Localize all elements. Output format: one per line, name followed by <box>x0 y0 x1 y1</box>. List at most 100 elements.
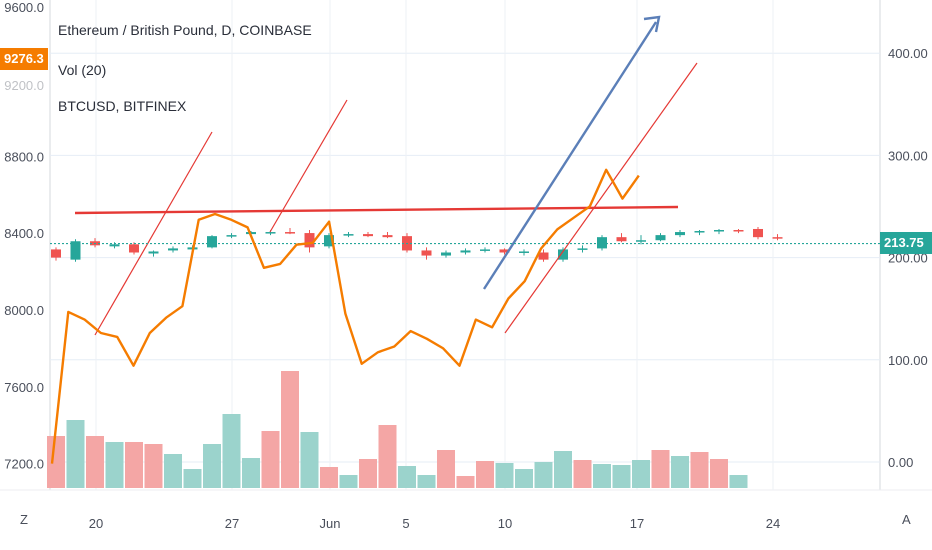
candle-body <box>441 252 451 256</box>
volume-bar <box>320 467 338 488</box>
legend-main-series[interactable]: Ethereum / British Pound, D, COINBASE <box>58 22 312 38</box>
volume-bar <box>66 420 85 488</box>
candle-body <box>363 234 373 237</box>
candle-body <box>772 237 783 239</box>
volume-bar <box>593 464 611 488</box>
volume-bar <box>300 432 319 488</box>
volume-bar <box>398 466 416 488</box>
volume-bar <box>281 371 299 488</box>
volume-bar <box>573 460 592 488</box>
compare-price-tag: 9276.3 <box>0 48 48 70</box>
last-price-tag: 213.75 <box>880 232 932 254</box>
left-tick-label-hidden: 9200.0 <box>4 78 44 93</box>
x-tick-label: 10 <box>498 516 512 531</box>
trend-line <box>94 131 213 336</box>
candle-body <box>480 249 490 251</box>
candle-body <box>499 249 510 253</box>
volume-bar <box>86 436 104 488</box>
volume-bar <box>359 459 377 488</box>
volume-bar <box>144 444 163 488</box>
right-tick-label: 100.00 <box>888 353 928 368</box>
x-tick-label: Jun <box>320 516 341 531</box>
x-tick-label: 5 <box>402 516 409 531</box>
volume-bar <box>203 444 221 488</box>
volume-bar <box>105 442 124 488</box>
resistance-line <box>74 205 679 215</box>
right-tick-label: 400.00 <box>888 46 928 61</box>
volume-bar <box>222 414 241 488</box>
candle-body <box>577 248 588 250</box>
volume-bar <box>710 459 728 488</box>
candle-body <box>148 251 159 254</box>
candle-body <box>558 249 568 260</box>
right-tick-label: 0.00 <box>888 455 913 470</box>
volume-bar <box>495 463 514 488</box>
candle-body <box>129 244 139 253</box>
candle-body <box>207 236 217 248</box>
candle-body <box>265 232 276 234</box>
candle-body <box>168 248 178 251</box>
left-tick-label: 7600.0 <box>4 380 44 395</box>
volume-bar <box>339 475 358 488</box>
candle-body <box>304 233 315 248</box>
candle-body <box>538 252 549 260</box>
candle-body <box>51 249 61 258</box>
volume-bar <box>164 454 182 488</box>
left-tick-label: 7200.0 <box>4 457 44 472</box>
auto-scale-toggle[interactable]: A <box>902 512 911 527</box>
arrow-shaft <box>482 21 658 290</box>
left-tick-label: 8800.0 <box>4 149 44 164</box>
candle-body <box>421 250 432 256</box>
volume-bar <box>476 461 494 488</box>
x-tick-label: 27 <box>225 516 239 531</box>
candle-body <box>324 235 334 247</box>
volume-bar <box>125 442 143 488</box>
right-tick-label: 200.00 <box>888 251 928 266</box>
candle-body <box>70 241 81 260</box>
x-tick-label: 17 <box>630 516 644 531</box>
candle-body <box>733 230 744 232</box>
x-tick-label: 20 <box>89 516 103 531</box>
volume-bar <box>242 458 260 488</box>
volume-bar <box>47 436 65 488</box>
trend-line <box>269 99 348 233</box>
candle-body <box>382 235 393 238</box>
candle-body <box>655 235 666 241</box>
volume-bar <box>612 465 631 488</box>
volume-bar <box>651 450 670 488</box>
candle-body <box>753 228 763 238</box>
volume-bar <box>417 475 436 488</box>
candle-body <box>636 240 646 242</box>
candle-body <box>597 237 607 249</box>
volume-bar <box>515 469 533 488</box>
right-tick-label: 300.00 <box>888 148 928 163</box>
legend-compare-series[interactable]: BTCUSD, BITFINEX <box>58 98 187 114</box>
candle-body <box>226 235 237 237</box>
volume-bar <box>554 451 572 488</box>
left-tick-label: 8400.0 <box>4 226 44 241</box>
candle-body <box>285 232 295 234</box>
volume-bar <box>456 476 475 488</box>
candle-body <box>343 234 354 236</box>
volume-bar <box>183 469 202 488</box>
volume-bar <box>671 456 689 488</box>
volume-bar <box>729 475 748 488</box>
legend-volume[interactable]: Vol (20) <box>58 62 107 78</box>
left-tick-label: 9600.0 <box>4 0 44 15</box>
btcusd-compare-line <box>50 168 640 464</box>
volume-bar <box>378 425 397 488</box>
candle-body <box>714 230 724 232</box>
candle-body <box>675 232 685 236</box>
volume-bar <box>534 462 553 488</box>
candle-body <box>460 250 471 253</box>
volume-bar <box>690 452 709 488</box>
candle-body <box>616 237 627 242</box>
arrow-head <box>643 15 661 33</box>
volume-bar <box>261 431 280 488</box>
x-tick-label: 24 <box>766 516 780 531</box>
timezone-toggle[interactable]: Z <box>20 512 28 527</box>
volume-bar <box>632 460 650 488</box>
candle-body <box>519 251 529 253</box>
